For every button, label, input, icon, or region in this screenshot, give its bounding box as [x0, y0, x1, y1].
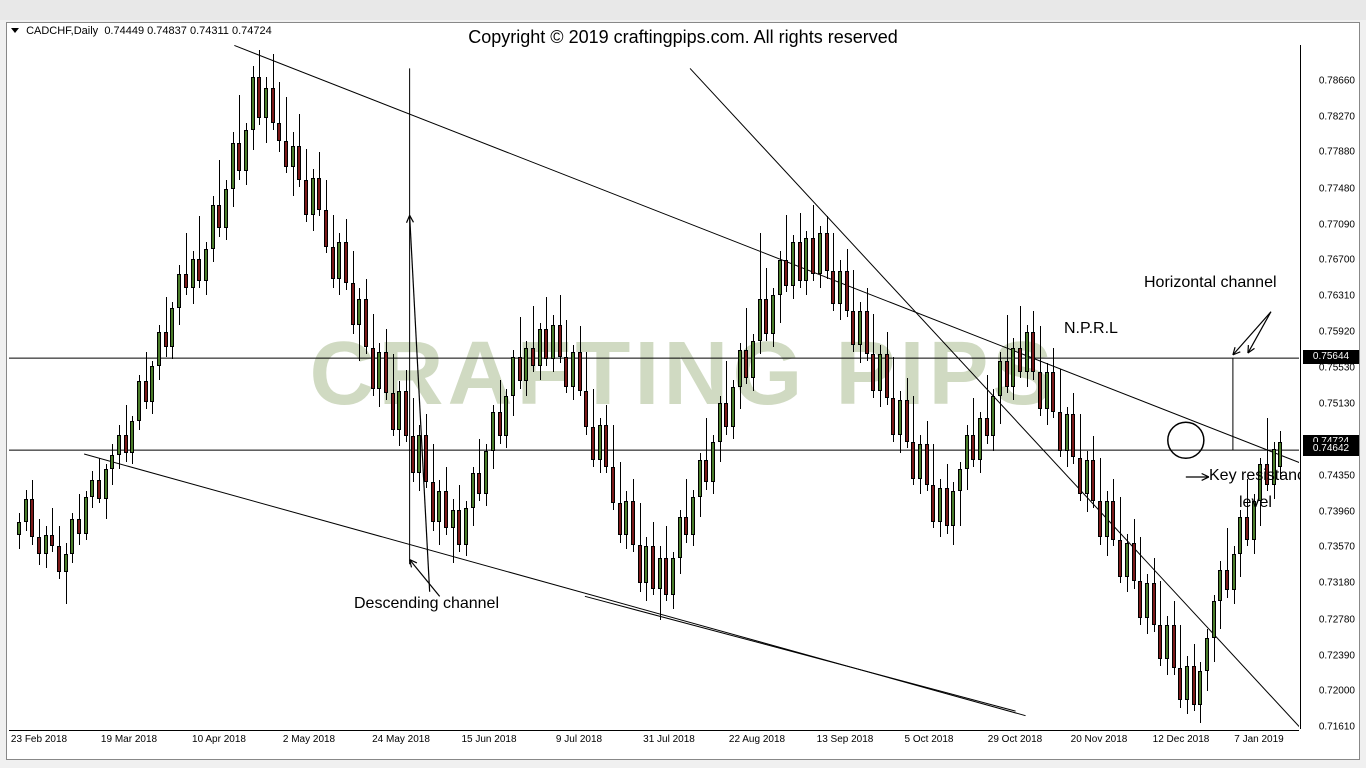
y-tick-label: 0.75130 [1319, 399, 1355, 410]
y-tick-label: 0.76310 [1319, 291, 1355, 302]
x-tick-label: 29 Oct 2018 [988, 734, 1042, 745]
x-tick-label: 24 May 2018 [372, 734, 430, 745]
y-tick-label: 0.73960 [1319, 506, 1355, 517]
y-tick-label: 0.72390 [1319, 650, 1355, 661]
y-tick-label: 0.75920 [1319, 326, 1355, 337]
y-tick-label: 0.73570 [1319, 542, 1355, 553]
annotation-label: Descending channel [354, 595, 499, 613]
y-tick-label: 0.74350 [1319, 470, 1355, 481]
y-axis: 0.78660 0.78270 0.77880 0.77480 0.77090 0.767… [1300, 45, 1359, 729]
annotation-label: N.P.R.L [1064, 320, 1118, 338]
x-tick-label: 12 Dec 2018 [1153, 734, 1210, 745]
x-tick-label: 20 Nov 2018 [1071, 734, 1128, 745]
price-marker: 0.75644 [1303, 350, 1359, 364]
x-tick-label: 15 Jun 2018 [461, 734, 516, 745]
x-tick-label: 7 Jan 2019 [1234, 734, 1284, 745]
chart-window: CADCHF,Daily 0.74449 0.74837 0.74311 0.7… [6, 22, 1360, 760]
x-axis: 23 Feb 2018 19 Mar 2018 10 Apr 2018 2 May 2… [9, 730, 1299, 753]
annotation-label: level [1239, 494, 1272, 512]
y-tick-label: 0.71610 [1319, 722, 1355, 733]
x-tick-label: 13 Sep 2018 [817, 734, 874, 745]
x-tick-label: 19 Mar 2018 [101, 734, 157, 745]
y-tick-label: 0.72000 [1319, 686, 1355, 697]
annotation-label: Horizontal channel [1144, 274, 1277, 292]
x-tick-label: 23 Feb 2018 [11, 734, 67, 745]
window-titlebar-area [0, 0, 1366, 20]
y-tick-label: 0.77880 [1319, 147, 1355, 158]
price-chart[interactable]: Descending channelKey resistancelevelN.P… [9, 45, 1299, 729]
annotation-label: Key resistance [1209, 467, 1314, 485]
y-tick-label: 0.78660 [1319, 75, 1355, 86]
x-tick-label: 2 May 2018 [283, 734, 335, 745]
x-tick-label: 10 Apr 2018 [192, 734, 246, 745]
x-tick-label: 31 Jul 2018 [643, 734, 695, 745]
y-tick-label: 0.77090 [1319, 219, 1355, 230]
y-tick-label: 0.78270 [1319, 111, 1355, 122]
price-marker: 0.74642 [1303, 442, 1359, 456]
x-tick-label: 9 Jul 2018 [556, 734, 602, 745]
y-tick-label: 0.73180 [1319, 578, 1355, 589]
x-tick-label: 5 Oct 2018 [905, 734, 954, 745]
y-tick-label: 0.77480 [1319, 183, 1355, 194]
x-tick-label: 22 Aug 2018 [729, 734, 785, 745]
overlay-lines [9, 45, 1299, 729]
y-tick-label: 0.76700 [1319, 255, 1355, 266]
y-tick-label: 0.72780 [1319, 614, 1355, 625]
